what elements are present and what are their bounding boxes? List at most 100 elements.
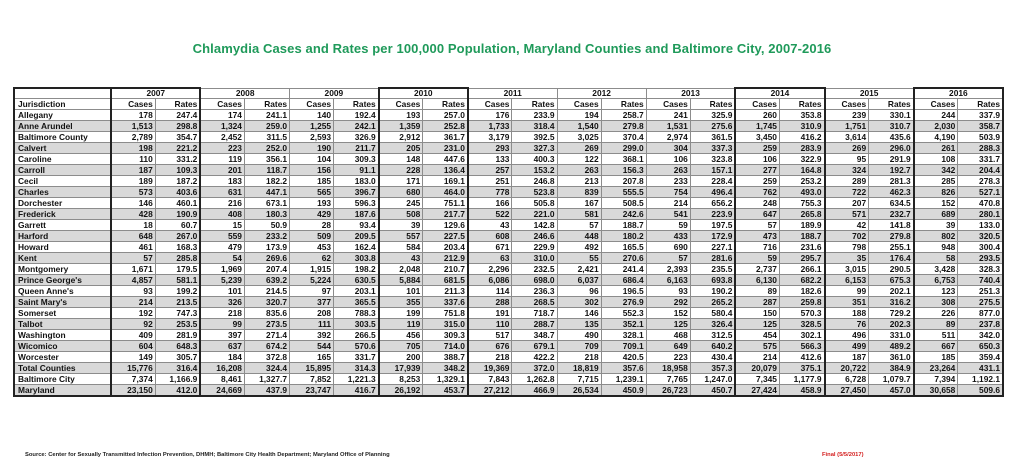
cases-cell: 826 [912, 186, 959, 199]
cases-cell: 199 [377, 307, 424, 320]
cases-cell: 7,394 [912, 373, 959, 386]
rate-cell: 109.3 [154, 164, 202, 177]
cases-cell: 15,895 [289, 362, 335, 375]
rate-cell: 91.1 [333, 164, 380, 177]
rate-cell: 190.2 [689, 285, 736, 298]
rate-cell: 357.6 [600, 362, 647, 375]
rates-header: Rates [422, 98, 469, 111]
cases-cell: 479 [199, 241, 245, 254]
cases-cell: 59 [734, 252, 780, 265]
rate-cell: 156.3 [600, 164, 647, 177]
cases-cell: 23,747 [289, 384, 335, 398]
jurisdiction-cell: Garrett [12, 219, 113, 232]
cases-cell: 5,224 [289, 274, 335, 287]
cases-cell: 241 [645, 109, 691, 122]
rates-header: Rates [778, 98, 826, 111]
cases-cell: 114 [467, 285, 513, 298]
cases-cell: 754 [645, 186, 691, 199]
rate-cell: 718.7 [511, 307, 558, 320]
rates-header: Rates [600, 98, 647, 111]
cases-cell: 183 [199, 175, 245, 188]
cases-cell: 1,733 [467, 120, 513, 133]
cases-cell: 185 [289, 175, 335, 188]
cases-cell: 392 [289, 329, 335, 342]
cases-cell: 20,079 [734, 362, 780, 375]
rate-cell: 630.5 [333, 274, 380, 287]
table-row: Wicomico 604 648.3 637 674.2 544 570.6 705 714.0… [12, 340, 1005, 353]
cases-cell: 176 [467, 109, 513, 122]
rate-cell: 180.3 [243, 208, 291, 221]
rate-cell: 296.0 [868, 142, 915, 155]
rate-cell: 328.3 [957, 263, 1005, 276]
cases-cell: 6,163 [645, 274, 691, 287]
table-row: Saint Mary's 214 213.5 326 320.7 377 365.5 355 3… [12, 296, 1005, 309]
cases-cell: 20,722 [824, 362, 870, 375]
rate-cell: 299.0 [600, 142, 647, 155]
table-row: Worcester 149 305.7 184 372.8 165 331.7 200 388.… [12, 351, 1005, 364]
rate-cell: 327.3 [511, 142, 558, 155]
cases-cell: 637 [199, 340, 245, 353]
rate-cell: 310.0 [511, 252, 558, 265]
rate-cell: 337.6 [422, 296, 469, 309]
cases-cell: 581 [556, 208, 602, 221]
cases-cell: 245 [377, 197, 424, 210]
rate-cell: 447.6 [422, 153, 469, 166]
cases-cell: 2,030 [912, 120, 959, 133]
cases-cell: 690 [645, 241, 691, 254]
rate-cell: 202.1 [868, 285, 915, 298]
rate-cell: 265.2 [689, 296, 736, 309]
rate-cell: 457.0 [868, 384, 915, 398]
cases-cell: 517 [467, 329, 513, 342]
jurisdiction-cell: Montgomery [12, 263, 113, 276]
rate-cell: 183.0 [333, 175, 380, 188]
rate-cell: 182.2 [243, 175, 291, 188]
rate-cell: 173.9 [243, 241, 291, 254]
cases-cell: 89 [734, 285, 780, 298]
rate-cell: 650.3 [957, 340, 1005, 353]
cases-cell: 201 [199, 164, 245, 177]
rate-cell: 460.1 [154, 197, 202, 210]
rate-cell: 325.9 [689, 109, 736, 122]
rate-cell: 303.8 [333, 252, 380, 265]
rate-cell: 368.1 [600, 153, 647, 166]
rate-cell: 674.2 [243, 340, 291, 353]
table-row: Cecil 189 187.2 183 182.2 185 183.0 171 169.1 251… [12, 175, 1005, 188]
cases-cell: 473 [734, 230, 780, 243]
rate-cell: 523.8 [511, 186, 558, 199]
cases-header: Cases [912, 98, 959, 111]
cases-header: Cases [289, 98, 335, 111]
cases-cell: 557 [377, 230, 424, 243]
cases-cell: 167 [556, 197, 602, 210]
cases-cell: 6,037 [556, 274, 602, 287]
rate-cell: 527.1 [957, 186, 1005, 199]
cases-cell: 559 [199, 230, 245, 243]
rate-cell: 212.9 [422, 252, 469, 265]
rate-cell: 210.7 [422, 263, 469, 276]
cases-cell: 1,255 [289, 120, 335, 133]
cases-cell: 6,753 [912, 274, 959, 287]
year-header: 2015 [824, 87, 915, 100]
rate-cell: 251.3 [957, 285, 1005, 298]
cases-cell: 7,374 [110, 373, 156, 386]
rate-cell: 197.5 [689, 219, 736, 232]
rate-cell: 331.2 [154, 153, 202, 166]
year-header: 2013 [645, 87, 736, 100]
cases-cell: 42 [824, 219, 870, 232]
rate-cell: 169.1 [422, 175, 469, 188]
cases-cell: 23,264 [912, 362, 959, 375]
rate-cell: 1,079.7 [868, 373, 915, 386]
cases-cell: 76 [824, 318, 870, 331]
rate-cell: 1,221.3 [333, 373, 380, 386]
rate-cell: 566.3 [778, 340, 826, 353]
rate-cell: 258.7 [600, 109, 647, 122]
cases-cell: 7,843 [467, 373, 513, 386]
rate-cell: 233.2 [243, 230, 291, 243]
cases-cell: 342 [912, 164, 959, 177]
cases-cell: 511 [912, 329, 959, 342]
rate-cell: 141.8 [868, 219, 915, 232]
rate-cell: 310.9 [778, 120, 826, 133]
rate-cell: 1,262.8 [511, 373, 558, 386]
rate-cell: 648.3 [154, 340, 202, 353]
cases-header: Cases [110, 98, 156, 111]
rate-cell: 570.3 [778, 307, 826, 320]
